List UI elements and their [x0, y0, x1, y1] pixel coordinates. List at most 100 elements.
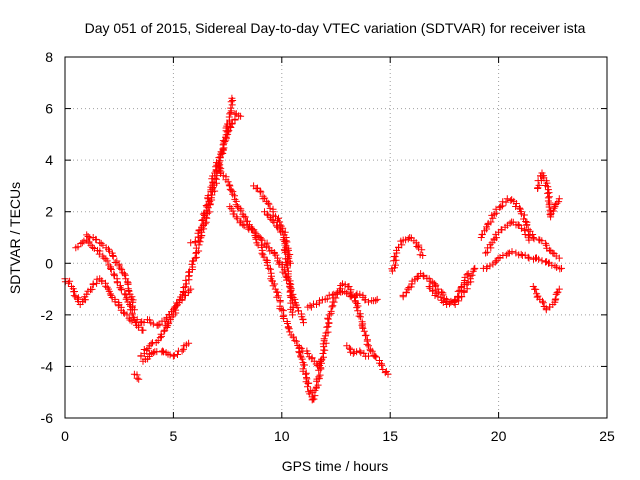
data-point	[343, 289, 351, 297]
data-point	[294, 342, 302, 349]
data-point	[463, 271, 471, 279]
data-point	[222, 134, 230, 142]
data-point	[353, 304, 361, 312]
data-point	[345, 344, 353, 352]
data-point	[378, 361, 386, 369]
data-point	[237, 207, 245, 215]
data-point	[123, 294, 131, 302]
data-point	[558, 264, 565, 272]
x-tick-label: 5	[170, 428, 178, 444]
data-point	[239, 221, 247, 229]
data-point	[130, 306, 138, 314]
data-point	[352, 291, 360, 299]
data-point	[275, 260, 283, 268]
data-point	[373, 295, 381, 303]
data-point	[118, 265, 126, 273]
data-point	[92, 236, 100, 244]
data-point	[324, 314, 332, 322]
data-point	[274, 292, 282, 300]
data-point	[487, 218, 495, 226]
data-point	[554, 288, 562, 296]
data-point	[456, 286, 464, 294]
data-point	[88, 285, 96, 293]
data-point	[83, 231, 91, 239]
data-point	[229, 190, 237, 198]
data-point	[294, 307, 302, 315]
data-point	[171, 303, 179, 311]
data-point	[83, 290, 91, 298]
data-point	[507, 197, 515, 204]
data-point	[443, 301, 451, 308]
data-point	[548, 261, 556, 269]
data-point	[345, 283, 353, 290]
data-point	[107, 264, 114, 272]
data-point	[259, 195, 267, 203]
data-point	[70, 288, 78, 296]
data-point	[360, 327, 368, 335]
data-point	[535, 181, 543, 189]
data-point	[106, 290, 114, 298]
data-point	[321, 332, 329, 340]
data-point	[529, 231, 537, 238]
data-point	[326, 311, 333, 319]
data-point	[431, 292, 439, 299]
data-point	[232, 213, 240, 221]
data-point	[514, 221, 522, 229]
y-tick-label: 4	[45, 152, 53, 168]
data-point	[159, 347, 167, 355]
data-point	[520, 211, 528, 219]
data-point	[398, 241, 406, 249]
data-point	[368, 347, 376, 355]
data-point	[372, 353, 380, 361]
data-point	[240, 222, 248, 230]
y-tick-label: 0	[45, 255, 53, 271]
data-point	[191, 238, 199, 245]
data-point	[471, 264, 479, 272]
data-point	[266, 204, 274, 212]
data-point	[202, 202, 210, 209]
data-point	[530, 235, 538, 243]
data-point	[327, 307, 335, 315]
data-point	[264, 199, 272, 207]
data-point	[237, 217, 245, 225]
data-point	[267, 265, 274, 273]
data-point	[525, 254, 533, 262]
x-axis-label: GPS time / hours	[282, 458, 389, 474]
data-point	[538, 237, 546, 245]
data-point	[174, 351, 181, 358]
data-point	[512, 203, 520, 210]
data-point	[413, 243, 421, 250]
data-point	[349, 350, 357, 357]
data-point	[525, 236, 533, 244]
data-point	[302, 370, 310, 378]
data-point	[185, 287, 193, 295]
data-point	[392, 256, 400, 264]
data-point	[517, 224, 525, 232]
data-point	[241, 213, 249, 221]
data-point	[365, 352, 372, 360]
data-point	[325, 319, 333, 327]
data-point	[228, 94, 236, 102]
data-point	[149, 320, 157, 328]
data-point	[503, 195, 511, 203]
data-point	[523, 221, 531, 229]
data-point	[442, 298, 450, 305]
data-point	[486, 262, 494, 270]
data-point	[81, 296, 89, 304]
data-point	[78, 239, 86, 247]
data-point	[419, 271, 427, 279]
data-point	[365, 298, 372, 306]
data-point	[117, 286, 125, 294]
data-point	[187, 285, 195, 293]
data-point	[265, 200, 273, 208]
data-point	[506, 219, 514, 227]
data-point	[306, 302, 314, 310]
data-point	[198, 223, 206, 231]
data-point	[148, 350, 156, 357]
data-point	[279, 236, 287, 244]
data-point	[156, 334, 164, 342]
data-point	[478, 231, 486, 239]
data-point	[323, 295, 331, 303]
data-point	[516, 204, 523, 212]
